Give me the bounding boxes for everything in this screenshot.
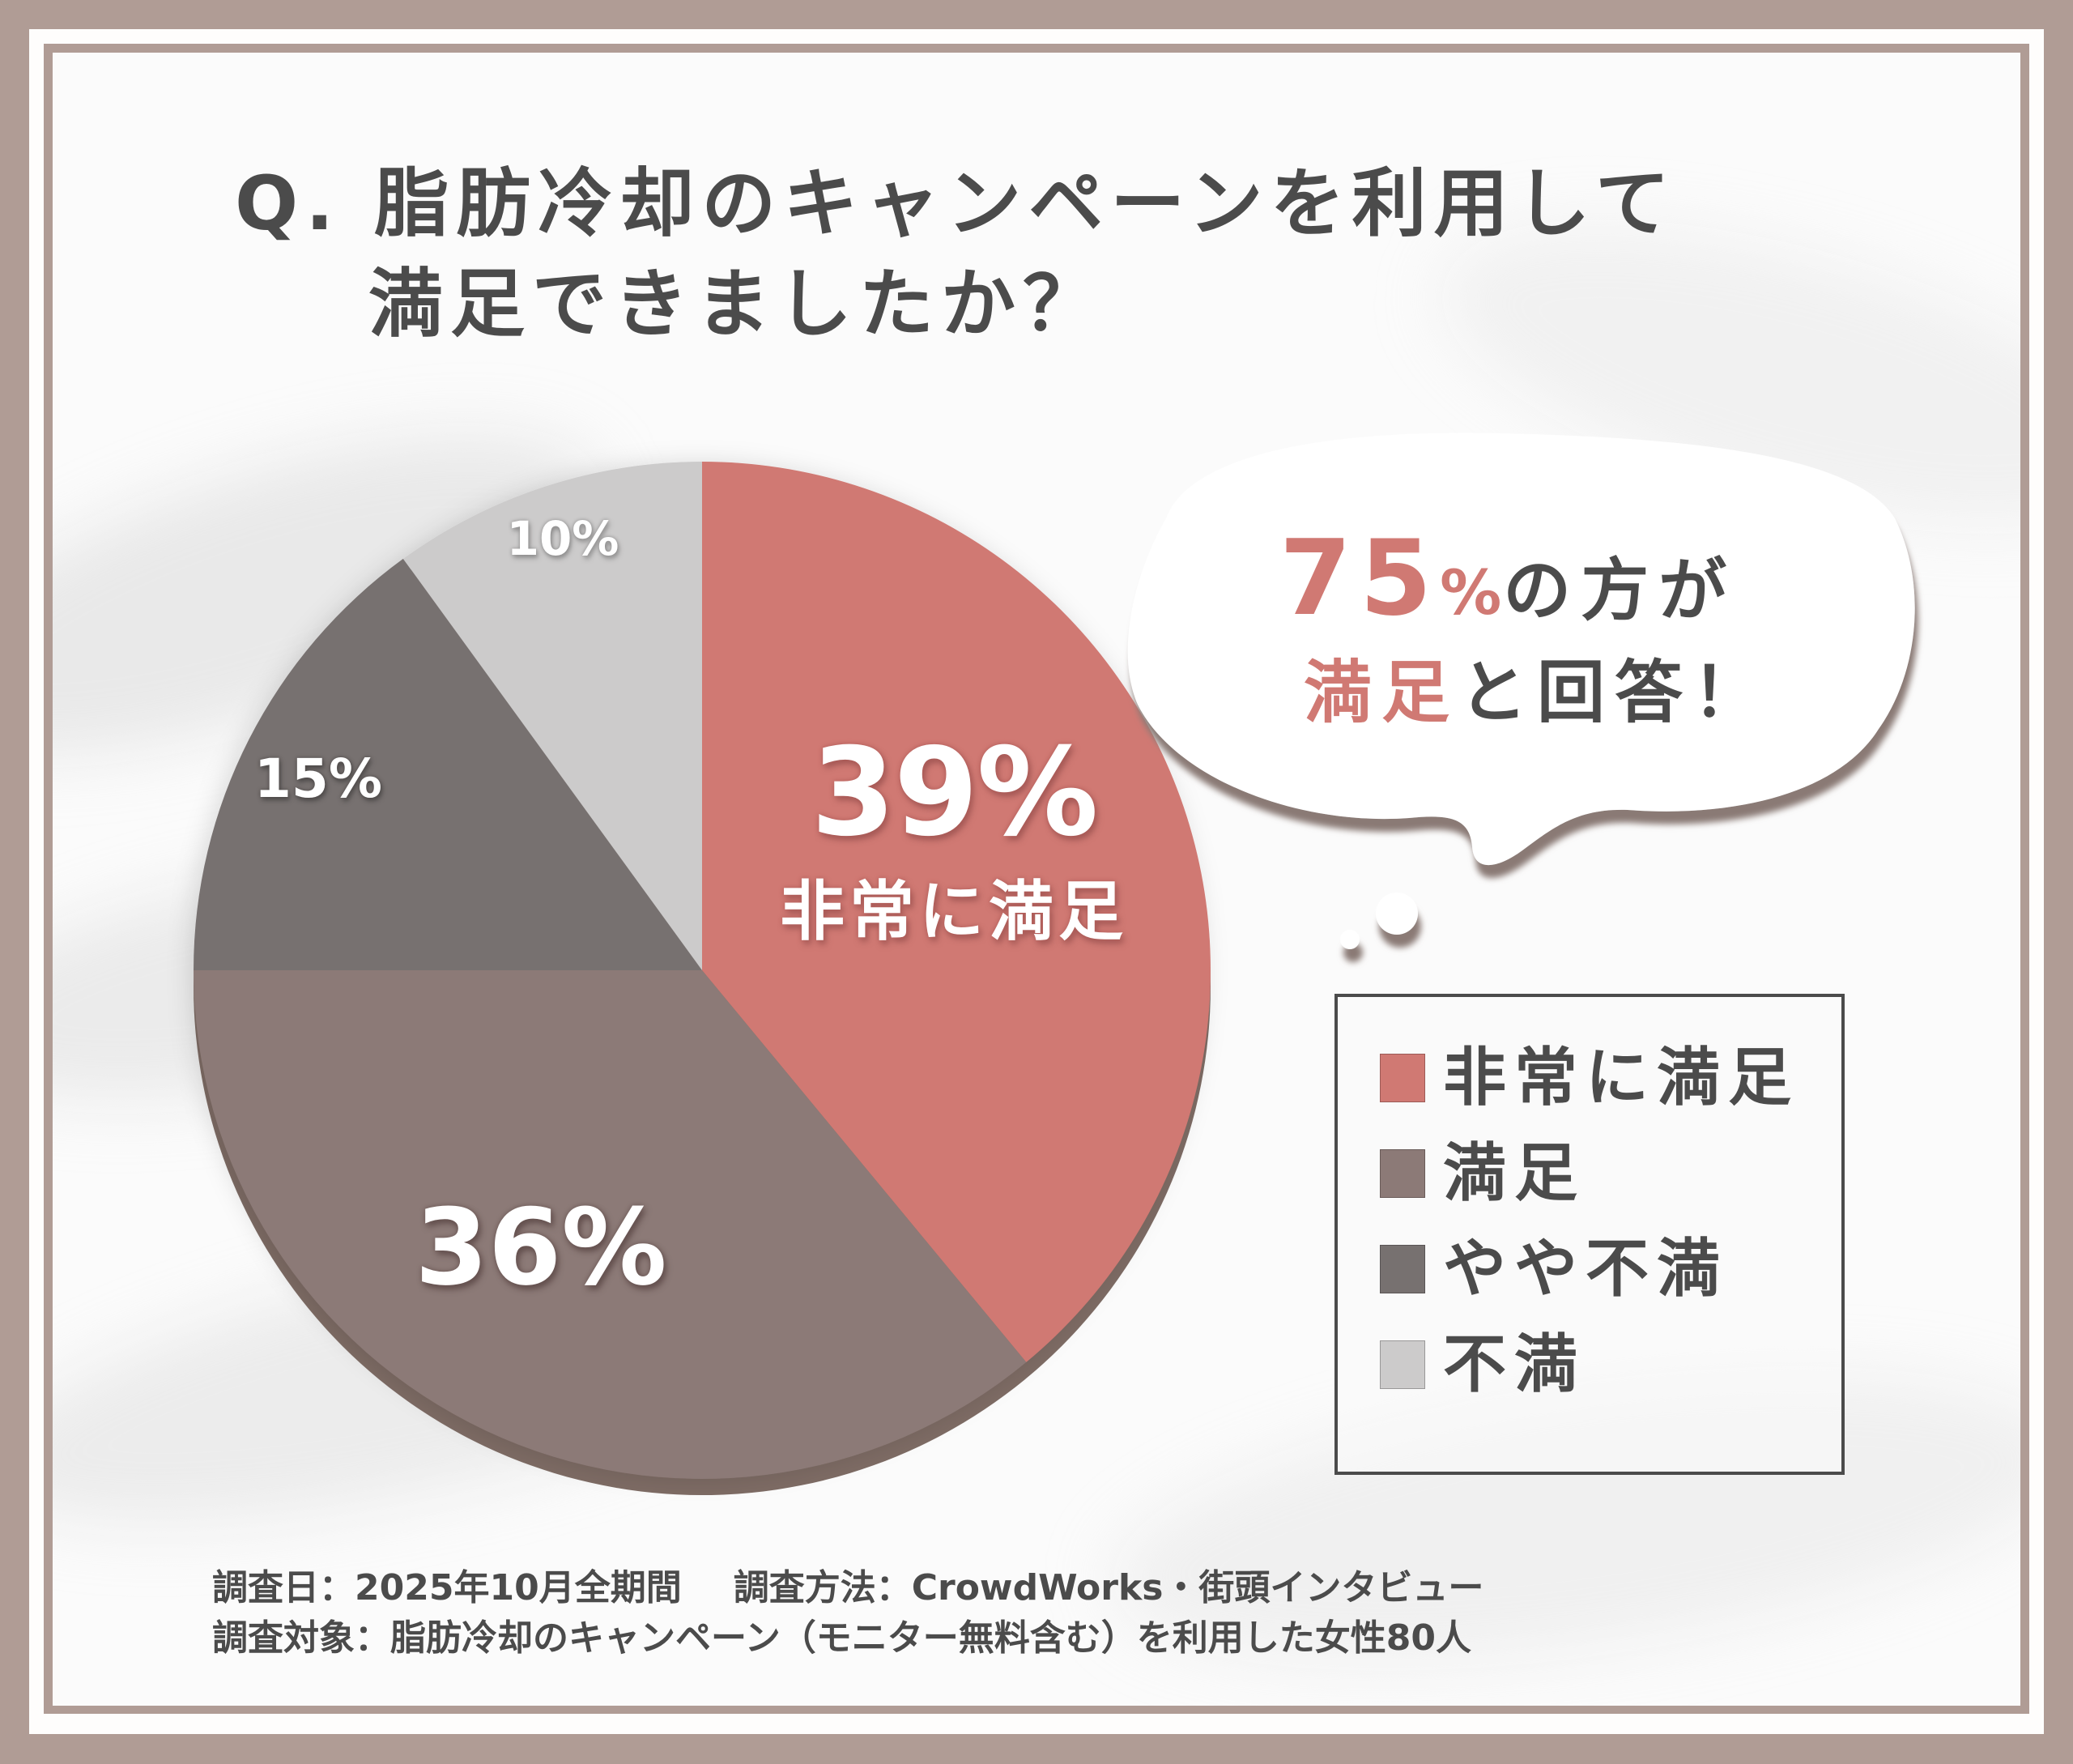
callout-line-1: 75 % の方が [1279,518,1781,639]
chart-legend: 非常に満足 満足 やや不満 不満 [1334,994,1845,1475]
survey-target: 調査対象：脂肪冷却のキャンペーン（モニター無料含む）を利用した女性80人 [212,1617,1472,1659]
pie-slice [194,558,702,970]
legend-swatch-dissatisfied [1380,1340,1425,1389]
slice-label-satisfied: 36% [415,1186,667,1309]
callout-droplet-large [1376,893,1418,935]
legend-swatch-very-satisfied [1380,1054,1425,1102]
survey-date: 調査日：2025年10月全期間 [212,1567,682,1608]
legend-item-somewhat-dissatisfied: やや不満 [1380,1237,1728,1302]
title-line-2: 満足できましたか？ [368,261,1105,347]
callout-line-2: 満足 と回答！ [1279,638,1781,744]
legend-item-dissatisfied: 不満 [1380,1332,1586,1397]
legend-label: 不満 [1443,1328,1586,1401]
callout-text: 75 % の方が 満足 と回答！ [1279,518,1781,744]
title-line-1: Q. 脂肪冷却のキャンペーンを利用して [235,160,1677,247]
slice-sublabel-very-satisfied: 非常に満足 [780,874,1128,949]
legend-label: やや不満 [1443,1233,1729,1306]
callout-number: 75 [1279,518,1441,639]
slice-label-somewhat-dissatisfied: 15% [254,748,382,810]
pie-slice [702,462,1211,1362]
callout-bubble-shape [1127,432,1915,866]
survey-footer: 調査日：2025年10月全期間 調査方法：CrowdWorks・街頭インタビュー … [212,1563,1483,1664]
slice-value-very-satisfied: 39% [811,722,1098,863]
pie-slices [194,462,1211,1480]
legend-item-satisfied: 満足 [1380,1141,1586,1206]
question-title: Q. 脂肪冷却のキャンペーンを利用して 満足できましたか？ [235,154,1677,355]
callout-bubble [1127,432,1915,949]
survey-method: 調査方法：CrowdWorks・街頭インタビュー [733,1567,1484,1608]
callout-droplet-small [1340,930,1360,949]
slice-label-dissatisfied: 10% [506,511,619,566]
callout-line2-rest: と回答！ [1459,653,1771,732]
footer-line-1: 調査日：2025年10月全期間 調査方法：CrowdWorks・街頭インタビュー [212,1563,1483,1613]
legend-label: 満足 [1443,1137,1586,1210]
legend-item-very-satisfied: 非常に満足 [1380,1046,1799,1110]
slice-label-very-satisfied: 39% 非常に満足 [780,732,1128,944]
legend-swatch-somewhat-dissatisfied [1380,1245,1425,1293]
callout-accent-word: 満足 [1304,653,1460,732]
pie-slice [402,462,702,970]
callout-percent: % [1440,556,1502,628]
legend-label: 非常に満足 [1443,1042,1800,1114]
legend-swatch-satisfied [1380,1149,1425,1198]
pie-slice [194,970,1027,1480]
callout-line1-rest: の方が [1503,551,1737,630]
